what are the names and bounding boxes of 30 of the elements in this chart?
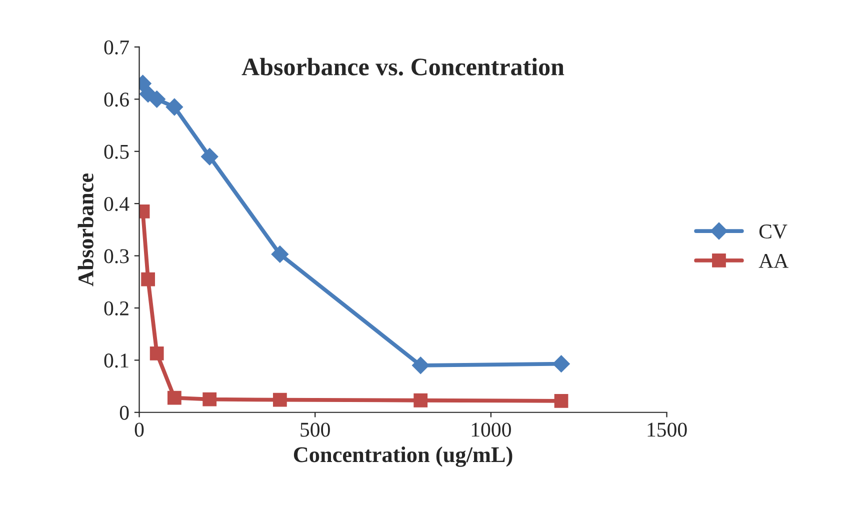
y-axis-title: Absorbance: [78, 173, 94, 286]
point: [202, 392, 217, 406]
legend-label: CV: [759, 224, 788, 239]
point: [271, 246, 288, 263]
legend-label: AA: [758, 254, 788, 268]
y-tick-label: 0.4: [104, 196, 130, 212]
point: [272, 392, 287, 407]
x-tick-label: 0: [134, 422, 144, 437]
x-tick-label: 1000: [472, 422, 511, 437]
point: [412, 356, 430, 374]
point: [167, 390, 182, 405]
y-tick-label: 0.7: [104, 40, 129, 55]
x-axis-title: Concentration (ug/mL): [294, 446, 512, 467]
y-tick-label: 0.2: [104, 301, 128, 316]
x-tick-label: 500: [300, 422, 330, 437]
point: [552, 355, 570, 372]
point: [150, 346, 164, 360]
point: [148, 90, 166, 108]
y-tick-label: 0.6: [104, 92, 129, 107]
point: [166, 98, 183, 116]
point: [414, 393, 428, 408]
point: [554, 394, 568, 408]
y-tick-label: 0.3: [104, 249, 129, 264]
y-tick-label: 0: [120, 406, 129, 420]
y-tick-label: 0.5: [104, 144, 129, 159]
y-tick-label: 0.1: [104, 354, 128, 368]
x-tick-label: 1500: [648, 422, 687, 437]
chart-title: Absorbance vs. Concentration: [242, 58, 564, 76]
point: [141, 272, 155, 286]
point: [201, 148, 218, 166]
